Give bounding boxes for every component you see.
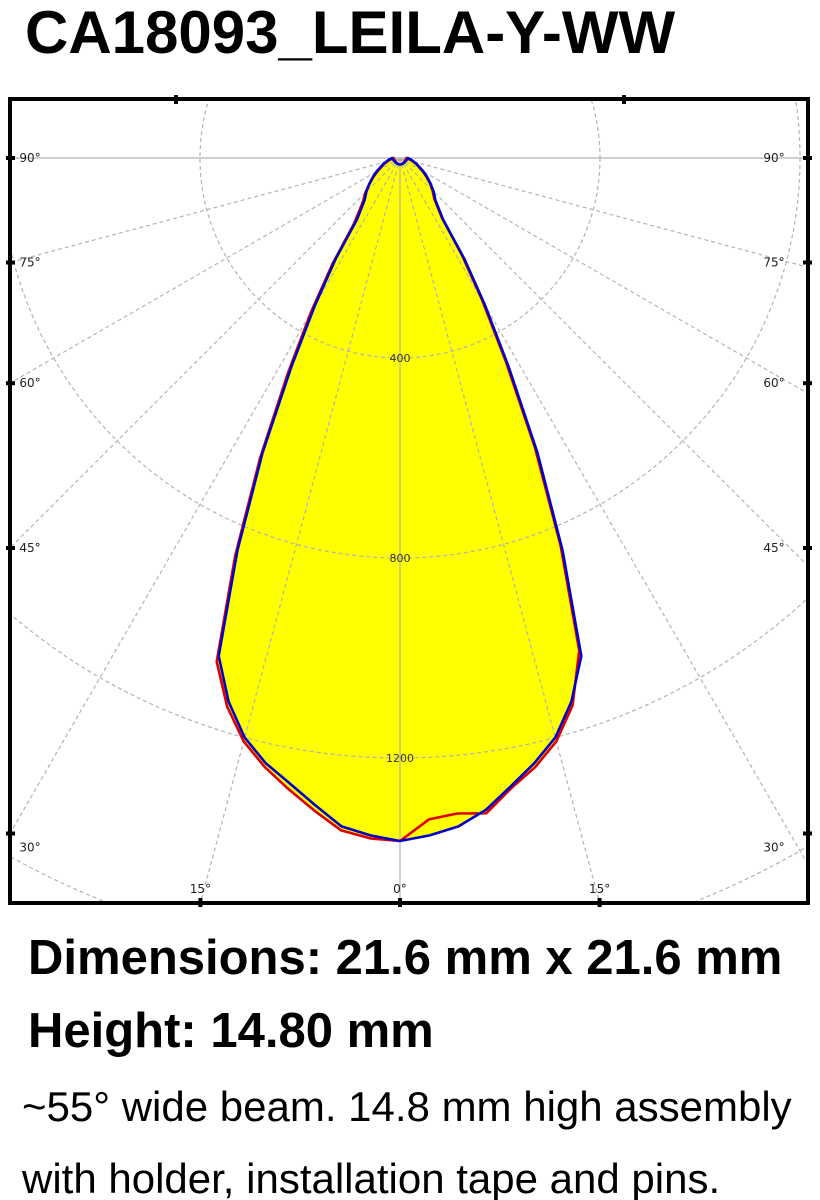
polar-svg: 400 800 1200 90° 90° 75° 75° 60° 60° 45° 45° 30° 30°…	[6, 95, 812, 907]
radial-line--15	[200, 157, 401, 901]
radial-line-60	[399, 157, 806, 394]
radial-line--75	[12, 157, 401, 263]
radial-line-45	[399, 157, 806, 565]
page-title: CA18093_LEILA-Y-WW	[25, 0, 676, 66]
polar-grid	[12, 101, 806, 901]
frame-ticks	[6, 95, 812, 907]
plot-area: 400 800 1200	[12, 101, 806, 901]
dimensions-text: Dimensions: 21.6 mm x 21.6 mm	[28, 931, 783, 985]
ring-label-800: 800	[390, 552, 411, 565]
angle-label-bottom-0: 0°	[393, 882, 407, 896]
angle-label-right-75: 75°	[763, 256, 784, 270]
angle-label-right-90: 90°	[763, 151, 784, 165]
curve-C0-C180	[217, 156, 583, 843]
beam-note-line1: ~55° wide beam. 14.8 mm high assembly	[22, 1083, 792, 1130]
angle-label-right-60: 60°	[763, 376, 784, 390]
ring-label-1200: 1200	[386, 752, 414, 765]
radial-line-30	[399, 157, 806, 863]
angle-label-left-45: 45°	[19, 541, 40, 555]
angle-label-right-45: 45°	[763, 541, 784, 555]
angle-label-bottom-right-15: 15°	[589, 882, 610, 896]
photometric-polar-chart: 400 800 1200 90° 90° 75° 75° 60° 60° 45° 45° 30° 30°…	[6, 95, 812, 907]
beam-note-line2: with holder, installation tape and pins.	[22, 1155, 721, 1200]
radial-line-15	[399, 157, 600, 901]
radial-line--60	[12, 157, 401, 383]
angle-label-left-60: 60°	[19, 376, 40, 390]
angle-label-left-90: 90°	[19, 151, 40, 165]
radial-line--30	[12, 157, 401, 832]
angle-label-right-30: 30°	[763, 841, 784, 855]
radial-line-75	[399, 157, 806, 268]
ring-label-400: 400	[390, 352, 411, 365]
radial-line--45	[12, 157, 401, 547]
chart-frame-border	[8, 97, 810, 905]
beam-fill-C90-C270	[216, 158, 580, 841]
angle-label-bottom-left-15: 15°	[190, 882, 211, 896]
angle-label-left-75: 75°	[19, 256, 40, 270]
angle-labels: 90° 90° 75° 75° 60° 60° 45° 45° 30° 30° 15° 0° 15°	[19, 151, 784, 896]
angle-label-left-30: 30°	[19, 841, 40, 855]
height-text: Height: 14.80 mm	[28, 1004, 434, 1058]
